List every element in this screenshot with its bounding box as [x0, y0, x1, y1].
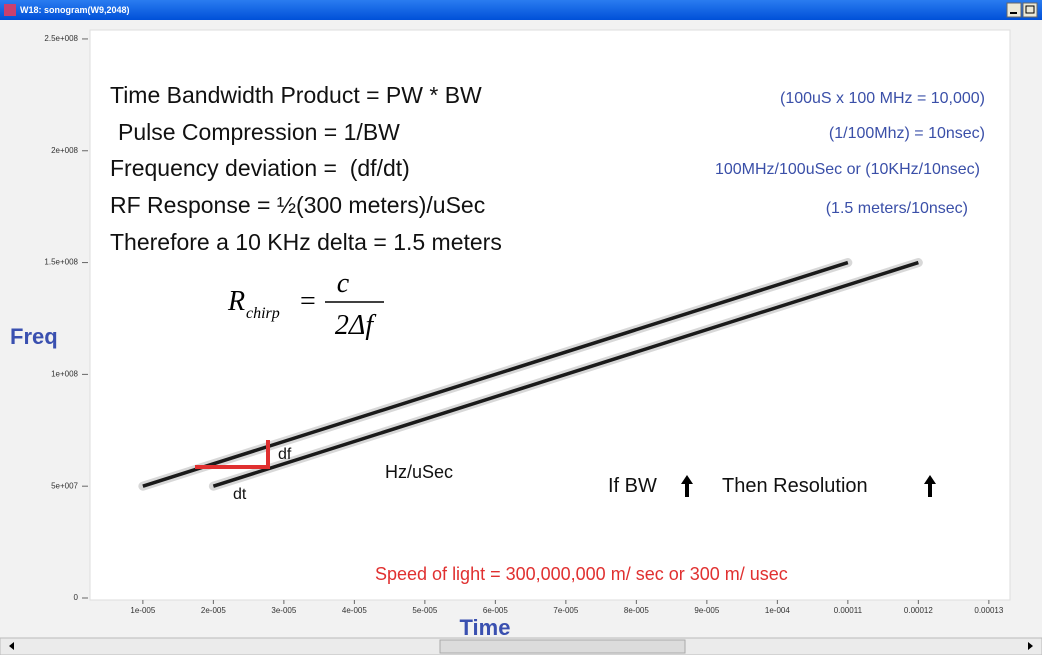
- chirp-line: [212, 260, 919, 488]
- scroll-left-arrow[interactable]: [9, 642, 14, 650]
- x-tick-label: 8e-005: [624, 606, 649, 615]
- chirp-line: [142, 260, 849, 488]
- x-tick-label: 0.00013: [974, 606, 1003, 615]
- formula-denominator: 2Δf: [335, 310, 376, 341]
- x-tick-label: 0.00011: [834, 606, 863, 615]
- maximize-button[interactable]: [1022, 2, 1038, 18]
- y-tick-label: 1.5e+008: [44, 258, 78, 267]
- formula-lhs: R: [227, 286, 245, 317]
- x-tick-label: 1e-004: [765, 606, 790, 615]
- plot-marks: 0 5e+007 1e+008 1.5e+008 2e+008 2.5e+008 1e-00…: [44, 34, 1003, 615]
- example: (100uS x 100 MHz = 10,000): [780, 90, 985, 107]
- if-bw-label: If BW: [608, 475, 657, 497]
- plot-area: [89, 29, 1011, 601]
- x-tick-label: 4e-005: [342, 606, 367, 615]
- window-icon: [4, 4, 16, 16]
- equation: Pulse Compression = 1/BW: [118, 119, 400, 145]
- up-arrow: [681, 475, 693, 497]
- formula-numerator: c: [337, 268, 350, 299]
- dt-label: dt: [233, 486, 247, 503]
- x-tick-label: 7e-005: [553, 606, 578, 615]
- x-tick-label: 5e-005: [412, 606, 437, 615]
- formula-subscript: chirp: [246, 305, 280, 322]
- equation: Therefore a 10 KHz delta = 1.5 meters: [110, 229, 502, 255]
- title-bar: [0, 0, 1042, 20]
- equation: Time Bandwidth Product = PW * BW: [110, 82, 482, 108]
- maximize-glyph: [1025, 5, 1035, 14]
- formula: R chirp = c 2Δf: [227, 268, 384, 341]
- x-tick-label: 2e-005: [201, 606, 226, 615]
- y-axis-label: Freq: [10, 324, 58, 349]
- y-tick-label: 2e+008: [51, 146, 78, 155]
- formula-equals: =: [300, 286, 316, 317]
- y-tick-label: 2.5e+008: [44, 34, 78, 43]
- equation: Frequency deviation = (df/dt): [110, 155, 410, 181]
- df-dt-marker: [195, 440, 270, 469]
- df-label: df: [278, 446, 292, 463]
- minimize-button[interactable]: [1006, 2, 1022, 18]
- then-resolution-label: Then Resolution: [722, 475, 868, 497]
- example: 100MHz/100uSec or (10KHz/10nsec): [715, 161, 980, 178]
- example: (1.5 meters/10nsec): [826, 200, 968, 217]
- x-tick-label: 6e-005: [483, 606, 508, 615]
- y-tick-label: 1e+008: [51, 369, 78, 378]
- x-axis-label: Time: [460, 615, 511, 640]
- x-tick-label: 1e-005: [130, 606, 155, 615]
- scroll-right-arrow[interactable]: [1028, 642, 1033, 650]
- x-tick-label: 9e-005: [694, 606, 719, 615]
- window-title: W18: sonogram(W9,2048): [20, 5, 130, 15]
- rate-label: Hz/uSec: [385, 462, 453, 482]
- y-tick-label: 0: [74, 593, 79, 602]
- speed-of-light-note: Speed of light = 300,000,000 m/ sec or 3…: [375, 564, 788, 584]
- up-arrow: [924, 475, 936, 497]
- x-tick-label: 0.00012: [904, 606, 933, 615]
- scroll-thumb[interactable]: [439, 639, 686, 654]
- y-tick-label: 5e+007: [51, 481, 78, 490]
- x-tick-label: 3e-005: [271, 606, 296, 615]
- example: (1/100Mhz) = 10nsec): [829, 125, 985, 142]
- equation: RF Response = ½(300 meters)/uSec: [110, 192, 485, 218]
